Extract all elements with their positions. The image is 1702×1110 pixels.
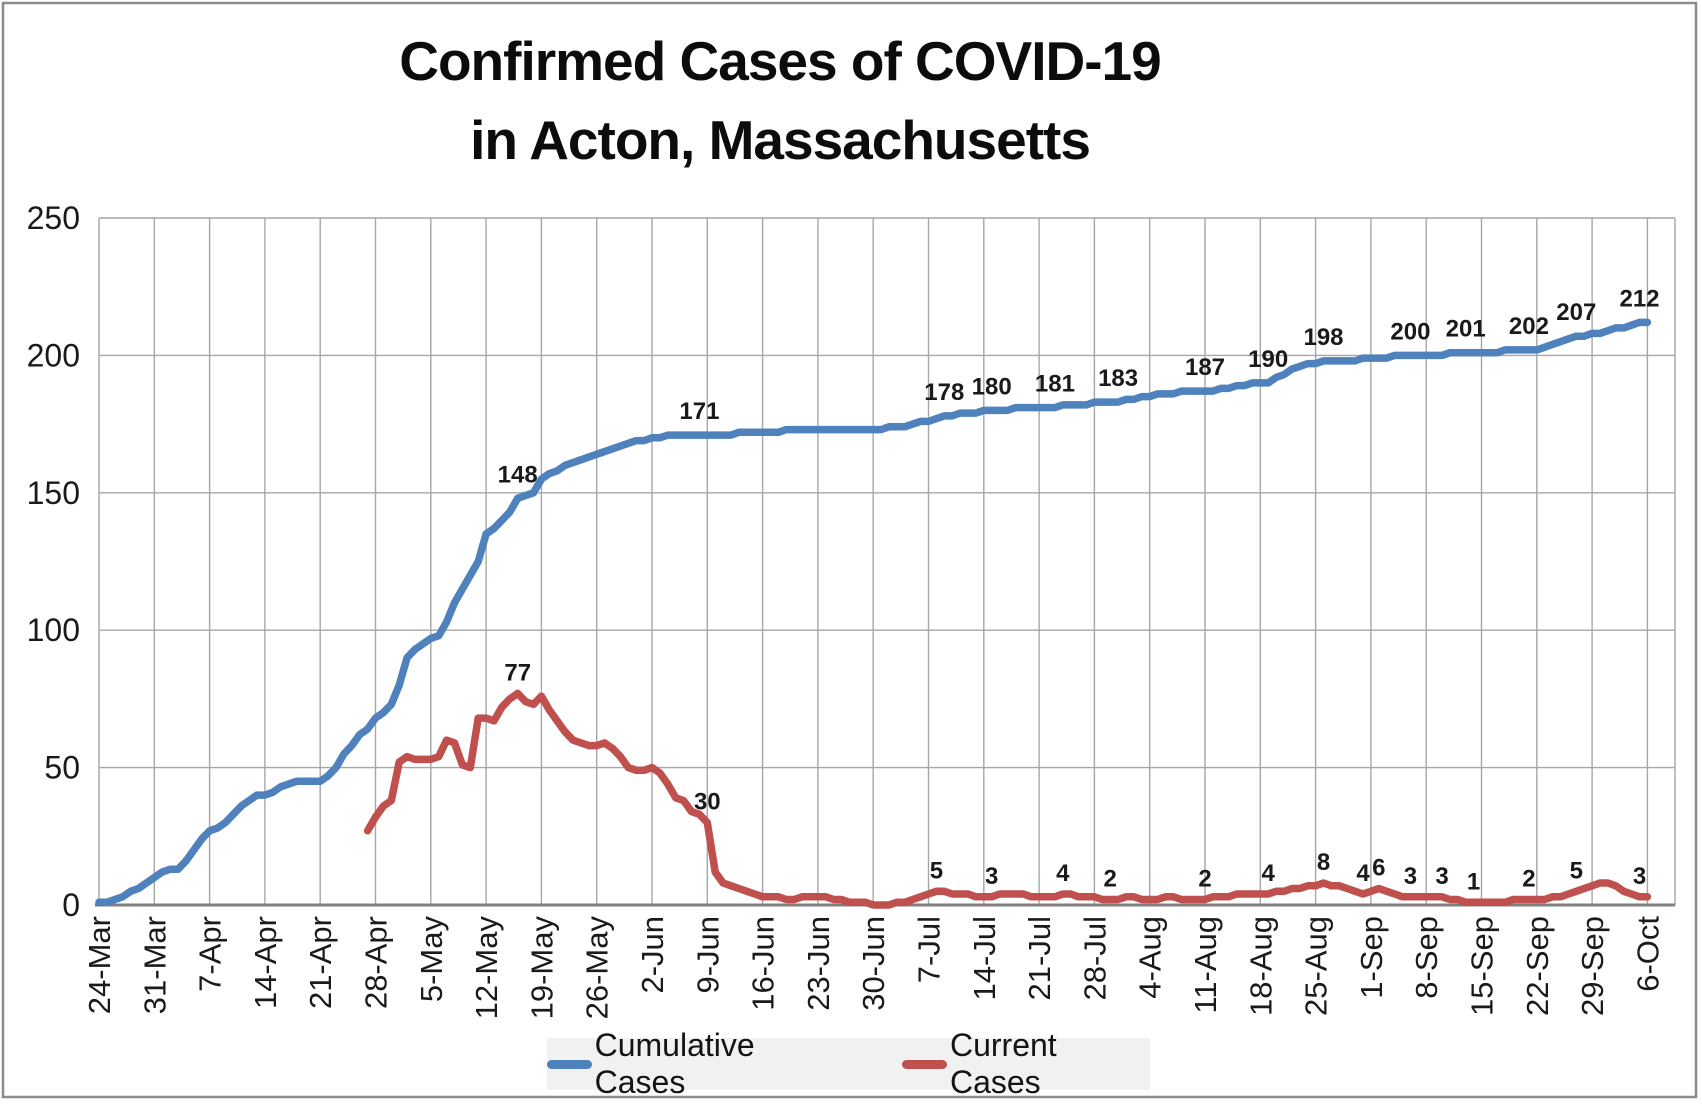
x-tick-label: 14-Jul bbox=[967, 916, 1002, 1000]
current-data-label: 4 bbox=[1356, 860, 1370, 887]
cumulative-data-label: 183 bbox=[1098, 365, 1138, 392]
current-line-swatch bbox=[902, 1059, 947, 1069]
chart-title-line1: Confirmed Cases of COVID-19 bbox=[399, 30, 1162, 92]
cumulative-series-line bbox=[95, 318, 1652, 907]
legend-item-current: Current Cases bbox=[902, 1027, 1150, 1101]
current-data-label: 2 bbox=[1522, 866, 1535, 893]
x-tick-label: 12-May bbox=[469, 916, 504, 1020]
x-tick-label: 19-May bbox=[524, 916, 559, 1020]
cumulative-data-label: 178 bbox=[924, 379, 964, 406]
current-data-label: 4 bbox=[1262, 860, 1276, 887]
current-data-label: 5 bbox=[1570, 857, 1583, 884]
x-tick-label: 6-Oct bbox=[1630, 916, 1665, 992]
cumulative-data-label: 201 bbox=[1446, 316, 1486, 343]
y-tick-label: 200 bbox=[27, 337, 80, 373]
x-tick-label: 28-Jul bbox=[1077, 916, 1112, 1000]
x-tick-label: 9-Jun bbox=[690, 916, 725, 994]
cumulative-data-label: 202 bbox=[1509, 313, 1549, 340]
cumulative-line-swatch bbox=[547, 1059, 592, 1069]
x-tick-label: 7-Jul bbox=[912, 916, 947, 983]
x-tick-label: 29-Sep bbox=[1575, 916, 1610, 1016]
current-data-label: 5 bbox=[930, 857, 943, 884]
cumulative-data-label: 212 bbox=[1619, 285, 1659, 312]
cumulative-data-label: 181 bbox=[1035, 371, 1075, 398]
cumulative-data-label: 190 bbox=[1248, 346, 1288, 373]
x-tick-label: 5-May bbox=[414, 916, 449, 1003]
current-data-label: 30 bbox=[694, 789, 721, 816]
y-tick-label: 100 bbox=[27, 612, 80, 648]
x-tick-label: 31-Mar bbox=[137, 916, 172, 1014]
cumulative-data-label: 180 bbox=[972, 373, 1012, 400]
x-tick-label: 24-Mar bbox=[82, 916, 117, 1014]
x-tick-label: 23-Jun bbox=[801, 916, 836, 1011]
cumulative-data-label: 187 bbox=[1185, 354, 1225, 381]
x-tick-label: 26-May bbox=[580, 916, 615, 1020]
x-tick-label: 14-Apr bbox=[248, 916, 283, 1009]
chart-title-line2: in Acton, Massachusetts bbox=[470, 109, 1091, 171]
current-data-label: 8 bbox=[1317, 849, 1330, 876]
current-series-line bbox=[363, 689, 1652, 909]
current-data-label: 3 bbox=[1633, 863, 1646, 890]
x-tick-label: 7-Apr bbox=[193, 916, 228, 992]
legend-item-cumulative: Cumulative Cases bbox=[547, 1027, 846, 1101]
current-data-label: 6 bbox=[1372, 855, 1385, 882]
chart-title: Confirmed Cases of COVID-19 in Acton, Ma… bbox=[0, 22, 1560, 180]
current-data-label: 1 bbox=[1467, 868, 1480, 895]
x-tick-label: 21-Jul bbox=[1022, 916, 1057, 1000]
x-tick-label: 8-Sep bbox=[1409, 916, 1444, 999]
y-tick-label: 250 bbox=[27, 200, 80, 236]
x-tick-label: 18-Aug bbox=[1243, 916, 1278, 1016]
y-tick-label: 0 bbox=[62, 887, 80, 923]
current-data-label: 2 bbox=[1104, 866, 1117, 893]
x-tick-label: 22-Sep bbox=[1520, 916, 1555, 1016]
cumulative-data-label: 198 bbox=[1303, 324, 1343, 351]
y-tick-label: 150 bbox=[27, 475, 80, 511]
current-data-label: 3 bbox=[985, 863, 998, 890]
current-data-label: 3 bbox=[1435, 863, 1448, 890]
y-tick-label: 50 bbox=[44, 750, 80, 786]
cumulative-data-label: 171 bbox=[679, 398, 719, 425]
cumulative-data-label: 200 bbox=[1390, 318, 1430, 345]
current-data-label: 4 bbox=[1056, 860, 1070, 887]
x-tick-label: 28-Apr bbox=[359, 916, 394, 1009]
x-tick-label: 30-Jun bbox=[856, 916, 891, 1011]
x-tick-label: 4-Aug bbox=[1133, 916, 1168, 999]
cumulative-data-label: 207 bbox=[1556, 299, 1596, 326]
current-legend-label: Current Cases bbox=[949, 1027, 1057, 1100]
x-tick-label: 2-Jun bbox=[635, 916, 670, 994]
x-tick-label: 1-Sep bbox=[1354, 916, 1389, 999]
current-data-label: 3 bbox=[1404, 863, 1417, 890]
current-data-label: 77 bbox=[504, 659, 531, 686]
cumulative-legend-label: Cumulative Cases bbox=[594, 1027, 755, 1100]
x-tick-label: 11-Aug bbox=[1188, 916, 1223, 1014]
x-tick-label: 21-Apr bbox=[303, 916, 338, 1009]
x-tick-label: 16-Jun bbox=[746, 916, 781, 1011]
legend: Cumulative Cases Current Cases bbox=[547, 1027, 1150, 1100]
current-data-label: 2 bbox=[1198, 866, 1211, 893]
x-tick-label: 15-Sep bbox=[1465, 916, 1500, 1016]
cumulative-data-label: 148 bbox=[498, 461, 538, 488]
x-tick-label: 25-Aug bbox=[1299, 916, 1334, 1016]
